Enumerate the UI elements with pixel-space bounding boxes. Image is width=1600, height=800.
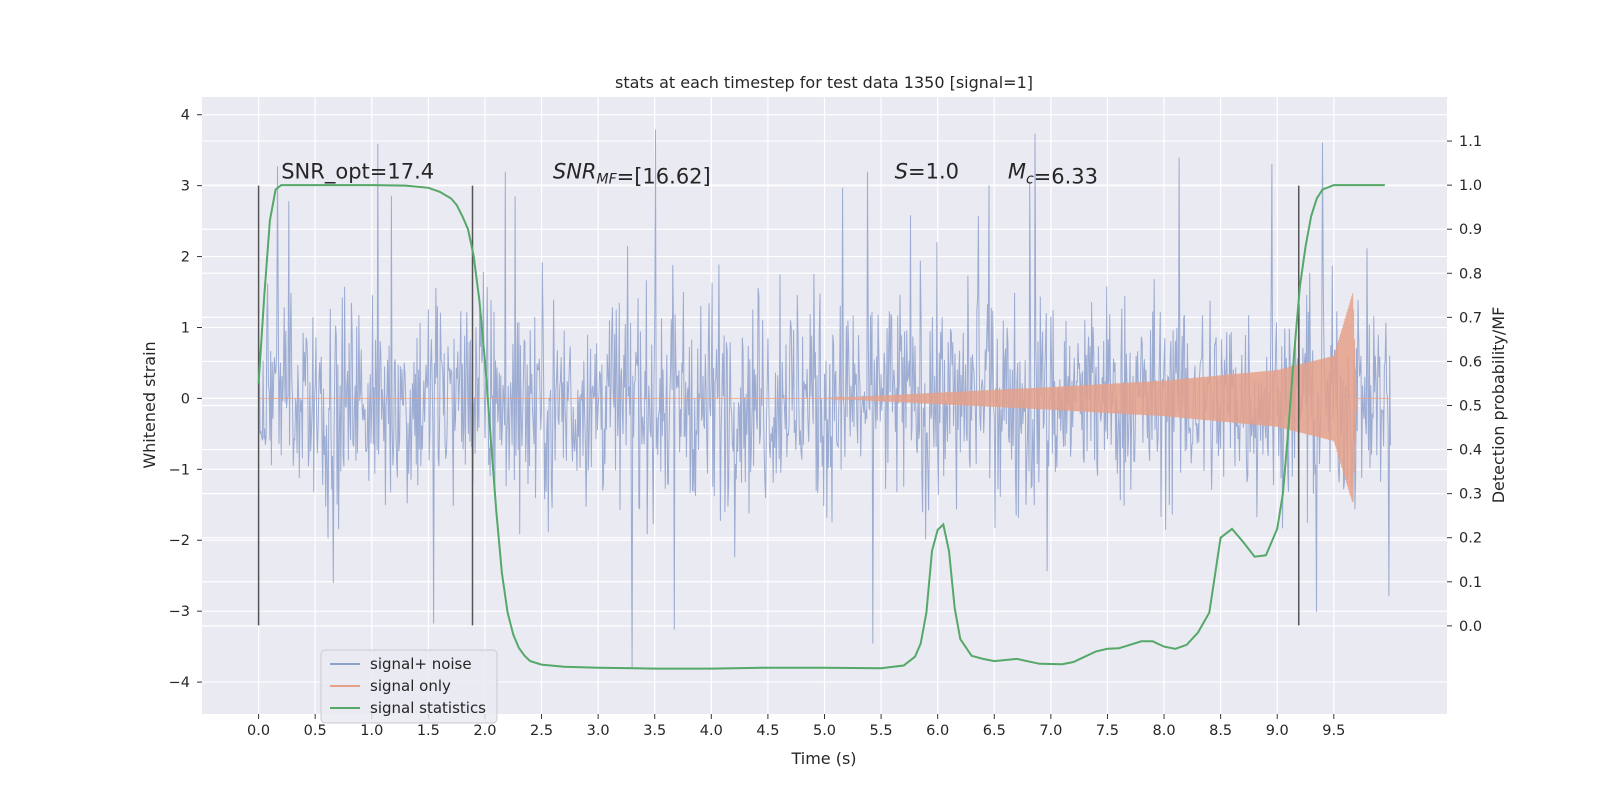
annotation-text: SNR_opt=17.4: [281, 160, 434, 185]
y2-tick-label: 0.5: [1459, 399, 1482, 415]
y2-tick-label: 0.9: [1459, 222, 1482, 238]
y2-tick-label: 1.1: [1459, 134, 1482, 150]
chart-title: stats at each timestep for test data 135…: [615, 73, 1033, 92]
x-tick-label: 3.0: [587, 723, 610, 739]
annotation-text: S=1.0: [895, 160, 959, 184]
annotation-text: SNRMF=[16.62]: [553, 160, 711, 189]
x-tick-label: 8.0: [1153, 723, 1176, 739]
signal-only-series: [258, 293, 1391, 503]
x-tick-label: 3.5: [643, 723, 666, 739]
x-tick-label: 1.5: [417, 723, 440, 739]
x-tick-label: 5.5: [870, 723, 893, 739]
y2-tick-label: 0.8: [1459, 266, 1482, 282]
x-tick-label: 2.5: [530, 723, 553, 739]
y2-tick-label: 0.4: [1459, 443, 1482, 459]
y-tick-label: −4: [169, 675, 190, 691]
y2-tick-label: 0.7: [1459, 310, 1482, 326]
y2-tick-label: 0.2: [1459, 531, 1482, 547]
y-axis-label: Whitened strain: [140, 341, 159, 468]
legend-label-signal-statistics: signal statistics: [370, 699, 486, 717]
annotation-text: Mc=6.33: [1008, 160, 1098, 189]
x-tick-label: 0.5: [304, 723, 327, 739]
y-tick-label: 1: [181, 320, 190, 336]
annotation-subscript: MF: [597, 172, 618, 188]
x-tick-label: 7.0: [1039, 723, 1062, 739]
legend-box: [320, 649, 498, 724]
x-tick-label: 4.5: [756, 723, 779, 739]
x-tick-label: 0.0: [247, 723, 270, 739]
x-tick-label: 7.5: [1096, 723, 1119, 739]
y2-axis-ticks: 0.0 0.1 0.2 0.3 0.4 0.5 0.6 0.7 0.8 0.9 1.0 1.1: [1447, 134, 1482, 635]
x-tick-label: 9.0: [1266, 723, 1289, 739]
x-tick-label: 6.5: [983, 723, 1006, 739]
y2-tick-label: 1.0: [1459, 178, 1482, 194]
y2-tick-label: 0.1: [1459, 575, 1482, 591]
annotation-part: M: [1008, 160, 1026, 184]
annotation-part: =[16.62]: [617, 165, 711, 189]
y-tick-label: −3: [169, 604, 190, 620]
legend-label-signal-plus-noise: signal+ noise: [370, 655, 472, 673]
y2-tick-label: 0.3: [1459, 487, 1482, 503]
x-axis-ticks: 0.0 0.5 1.0 1.5 2.0 2.5 3.0 3.5 4.0 4.5 5.0 5.5 6.0 6…: [247, 714, 1345, 739]
annotations: SNR_opt=17.4 SNRMF=[16.62] S=1.0 Mc=6.33: [281, 160, 1098, 189]
y-tick-label: 4: [181, 108, 190, 124]
annotation-part: SNR: [553, 160, 597, 184]
signal-only-line: [258, 293, 1391, 503]
y-tick-label: −2: [169, 533, 190, 549]
window-markers: [257, 185, 1300, 626]
x-tick-label: 5.0: [813, 723, 836, 739]
annotation-part: =6.33: [1034, 165, 1098, 189]
y-tick-label: 0: [181, 391, 190, 407]
signal-statistics-line: [257, 184, 1385, 670]
annotation-part: =1.0: [908, 160, 959, 184]
signal-plus-noise-series: [258, 129, 1391, 669]
y-tick-label: 2: [181, 250, 190, 266]
y2-tick-label: 0.0: [1459, 619, 1482, 635]
x-tick-label: 4.0: [700, 723, 723, 739]
annotation-part: SNR_opt=17.4: [281, 160, 434, 185]
x-tick-label: 2.0: [473, 723, 496, 739]
y-tick-label: −1: [169, 462, 190, 478]
legend: signal+ noise signal only signal statist…: [320, 649, 498, 724]
x-tick-label: 6.0: [926, 723, 949, 739]
y-tick-label: 3: [181, 179, 190, 195]
signal-statistics-series: [257, 184, 1385, 670]
y2-axis-label: Detection probability/MF: [1489, 307, 1508, 504]
annotation-subscript: c: [1026, 172, 1034, 188]
x-tick-label: 8.5: [1209, 723, 1232, 739]
x-axis-label: Time (s): [790, 749, 856, 768]
annotation-part: S: [895, 160, 908, 184]
x-tick-label: 9.5: [1322, 723, 1345, 739]
y2-tick-label: 0.6: [1459, 354, 1482, 370]
signal-plus-noise-line: [258, 129, 1391, 669]
x-tick-label: 1.0: [360, 723, 383, 739]
y-axis-ticks: −4 −3 −2 −1 0 1 2 3 4: [169, 108, 202, 691]
legend-label-signal-only: signal only: [370, 677, 451, 695]
